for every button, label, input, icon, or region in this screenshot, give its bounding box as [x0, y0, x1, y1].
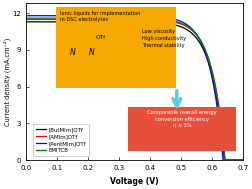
- Text: $\mathit{N}$: $\mathit{N}$: [70, 46, 77, 57]
- [ButMIm]OTf: [156, 22, 159, 24]
- Line: EMITCB: EMITCB: [26, 18, 249, 160]
- [ButMIm]OTf: [173, 24, 176, 26]
- FancyBboxPatch shape: [56, 7, 176, 88]
- Y-axis label: Current density (mA.cm⁻²): Current density (mA.cm⁻²): [4, 38, 11, 126]
- [PentMIm]OTf: [247, 159, 250, 161]
- [AMIm]OTf: [64, 18, 67, 21]
- Legend: [ButMIm]OTf, [AMIm]OTf, [PentMIm]OTf, EMITCB: [ButMIm]OTf, [AMIm]OTf, [PentMIm]OTf, EM…: [33, 124, 89, 156]
- EMITCB: [223, 159, 226, 161]
- EMITCB: [193, 30, 196, 33]
- [AMIm]OTf: [193, 31, 196, 33]
- [PentMIm]OTf: [82, 15, 85, 17]
- EMITCB: [125, 17, 129, 19]
- EMITCB: [173, 20, 176, 22]
- [AMIm]OTf: [125, 18, 129, 21]
- EMITCB: [247, 159, 250, 161]
- [ButMIm]OTf: [247, 159, 250, 161]
- Line: [AMIm]OTf: [AMIm]OTf: [26, 19, 249, 160]
- [PentMIm]OTf: [193, 30, 196, 32]
- [ButMIm]OTf: [125, 21, 129, 23]
- Text: OTf: OTf: [96, 35, 106, 40]
- [AMIm]OTf: [82, 18, 85, 21]
- [ButMIm]OTf: [64, 21, 67, 23]
- [PentMIm]OTf: [173, 18, 176, 20]
- Text: Ionic liquids for implementation
in DSC electrolytes: Ionic liquids for implementation in DSC …: [60, 11, 140, 22]
- Text: $\mathit{N}$: $\mathit{N}$: [88, 46, 96, 57]
- EMITCB: [156, 18, 159, 20]
- [AMIm]OTf: [224, 159, 227, 161]
- [ButMIm]OTf: [223, 159, 226, 161]
- [AMIm]OTf: [173, 21, 176, 23]
- [PentMIm]OTf: [125, 15, 129, 17]
- Text: Comparable overall energy
conversion efficiency
η ≈ 5%: Comparable overall energy conversion eff…: [147, 110, 217, 128]
- X-axis label: Voltage (V): Voltage (V): [110, 177, 159, 186]
- [ButMIm]OTf: [193, 34, 196, 36]
- EMITCB: [64, 17, 67, 19]
- [AMIm]OTf: [247, 159, 250, 161]
- EMITCB: [25, 17, 28, 19]
- [ButMIm]OTf: [82, 21, 85, 23]
- Text: Low viscosity
High conductivity
Thermal stability: Low viscosity High conductivity Thermal …: [142, 29, 186, 47]
- [PentMIm]OTf: [64, 15, 67, 17]
- [PentMIm]OTf: [222, 159, 225, 161]
- [PentMIm]OTf: [156, 15, 159, 18]
- [AMIm]OTf: [25, 18, 28, 21]
- Line: [PentMIm]OTf: [PentMIm]OTf: [26, 16, 249, 160]
- [AMIm]OTf: [156, 19, 159, 21]
- EMITCB: [82, 17, 85, 19]
- [PentMIm]OTf: [25, 15, 28, 17]
- FancyBboxPatch shape: [128, 107, 236, 151]
- [ButMIm]OTf: [25, 21, 28, 23]
- Line: [ButMIm]OTf: [ButMIm]OTf: [26, 22, 249, 160]
